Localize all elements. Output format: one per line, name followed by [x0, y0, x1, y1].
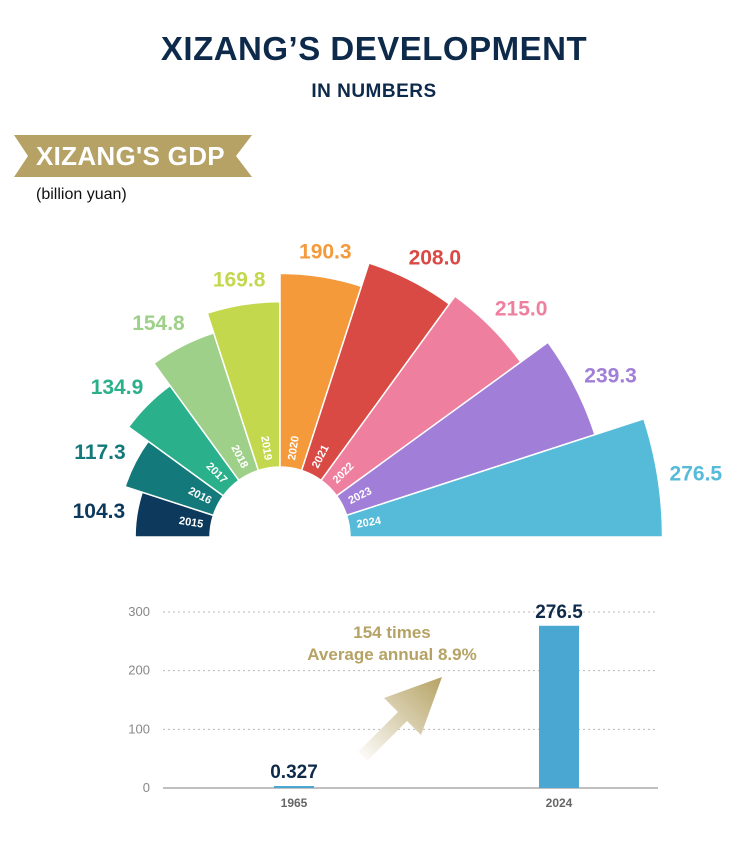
page-subtitle: IN NUMBERS	[311, 81, 437, 102]
fan-value-label-2018: 154.8	[132, 312, 185, 335]
fan-value-label-2016: 117.3	[74, 441, 125, 464]
fan-value-label-2017: 134.9	[91, 376, 144, 399]
fan-year-label-2015: 2015	[178, 515, 204, 531]
bar-2024	[539, 625, 579, 788]
y-tick-label-100: 100	[128, 721, 150, 736]
fan-value-label-2015: 104.3	[73, 500, 126, 523]
fan-year-label-2020: 2020	[286, 435, 302, 461]
bar-value-label-1965: 0.327	[270, 762, 318, 783]
bar-value-label-2024: 276.5	[535, 602, 583, 623]
banner-ribbon-shape	[14, 135, 252, 177]
gdp-unit-label: (billion yuan)	[36, 186, 127, 203]
fan-year-label-2024: 2024	[356, 515, 383, 531]
fan-year-label-2019: 2019	[258, 435, 274, 461]
fan-wedge-2023	[335, 341, 596, 517]
y-tick-label-0: 0	[143, 780, 150, 795]
growth-annotation-line-1: 154 times	[353, 623, 431, 642]
fan-wedge-2021	[300, 262, 451, 482]
x-tick-label-1965: 1965	[281, 796, 308, 810]
fan-value-label-2020: 190.3	[299, 240, 352, 263]
y-tick-label-300: 300	[128, 604, 150, 619]
fan-value-label-2019: 169.8	[213, 268, 266, 291]
fan-value-label-2024: 276.5	[670, 463, 723, 486]
bar-1965	[274, 786, 314, 788]
gdp-fan-chart: 2015104.32016117.32017134.92018154.82019…	[72, 240, 723, 560]
fan-value-label-2022: 215.0	[495, 298, 548, 321]
page-title: XIZANG’S DEVELOPMENT	[160, 30, 588, 67]
growth-annotation-line-2: Average annual 8.9%	[307, 645, 476, 664]
fan-value-label-2021: 208.0	[409, 247, 462, 270]
fan-wedge-2020	[279, 272, 363, 472]
fan-wedge-2022	[320, 295, 522, 497]
fan-wedge-2024	[345, 417, 664, 538]
section-banner-label: XIZANG'S GDP	[36, 141, 225, 171]
fan-center-hub	[211, 468, 349, 560]
section-banner: XIZANG'S GDP	[14, 135, 252, 177]
fan-value-label-2023: 239.3	[584, 364, 637, 387]
growth-arrow-icon	[358, 677, 442, 761]
y-tick-label-200: 200	[128, 663, 150, 678]
x-tick-label-2024: 2024	[546, 796, 573, 810]
